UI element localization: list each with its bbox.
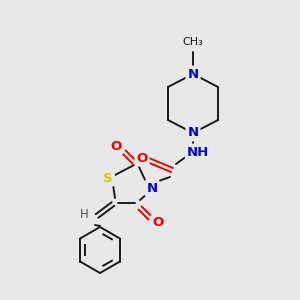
Text: N: N — [188, 68, 199, 80]
Text: N: N — [188, 127, 199, 140]
Text: NH: NH — [187, 146, 209, 158]
Text: O: O — [110, 140, 122, 152]
Text: S: S — [103, 172, 113, 184]
Text: O: O — [152, 217, 164, 230]
Text: O: O — [136, 152, 148, 164]
Text: N: N — [146, 182, 158, 194]
Text: CH₃: CH₃ — [183, 37, 203, 47]
Text: H: H — [80, 208, 88, 221]
